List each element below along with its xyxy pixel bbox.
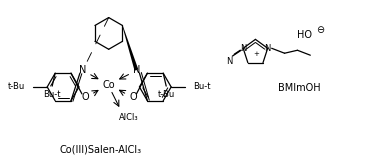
- Text: Co(III)Salen-AlCl₃: Co(III)Salen-AlCl₃: [60, 144, 142, 154]
- Text: ⊖: ⊖: [316, 25, 324, 35]
- Text: HO: HO: [296, 30, 311, 40]
- Text: N: N: [79, 65, 87, 75]
- Text: Co: Co: [102, 80, 115, 90]
- Text: t-Bu: t-Bu: [158, 89, 175, 99]
- Text: +: +: [254, 51, 259, 57]
- Text: BMImOH: BMImOH: [278, 83, 321, 93]
- Text: N: N: [226, 57, 232, 66]
- Text: N: N: [133, 65, 140, 75]
- Polygon shape: [122, 25, 138, 71]
- Text: Bu-t: Bu-t: [193, 82, 211, 91]
- Text: O: O: [130, 92, 137, 102]
- Text: O: O: [81, 92, 89, 102]
- Text: N: N: [240, 44, 246, 53]
- Text: N: N: [265, 44, 271, 53]
- Text: AlCl₃: AlCl₃: [119, 113, 138, 122]
- Text: t-Bu: t-Bu: [8, 82, 25, 91]
- Text: Bu-t: Bu-t: [43, 89, 61, 99]
